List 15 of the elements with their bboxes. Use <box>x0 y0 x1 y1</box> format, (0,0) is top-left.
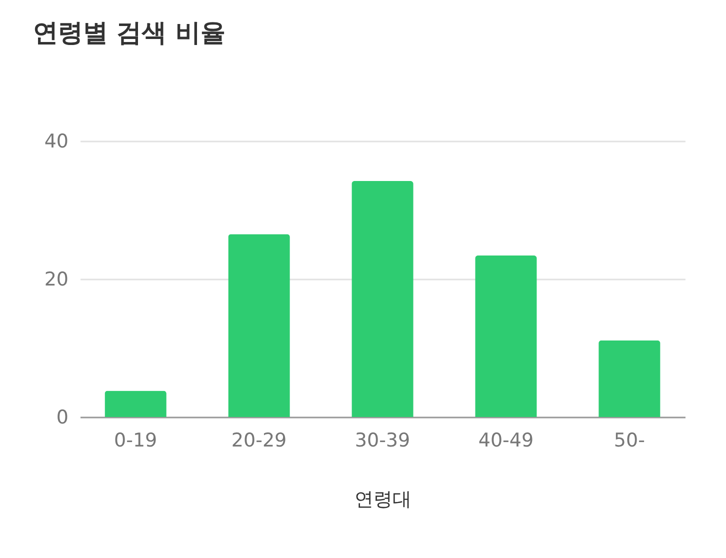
bar <box>228 234 290 417</box>
x-tick-label: 40-49 <box>478 430 534 452</box>
bar <box>475 256 537 417</box>
y-tick-label: 20 <box>44 268 68 290</box>
x-tick-label: 0-19 <box>114 430 158 452</box>
x-tick-label: 20-29 <box>231 430 287 452</box>
chart-title: 연령별 검색 비율 <box>33 18 226 47</box>
bar <box>598 340 660 417</box>
y-tick-label: 0 <box>56 406 68 428</box>
y-tick-label: 40 <box>44 130 68 152</box>
x-axis-title: 연령대 <box>354 488 412 510</box>
bar <box>352 181 414 417</box>
bar <box>104 390 166 417</box>
x-tick-label: 50- <box>614 430 645 452</box>
x-tick-label: 30-39 <box>354 430 410 452</box>
